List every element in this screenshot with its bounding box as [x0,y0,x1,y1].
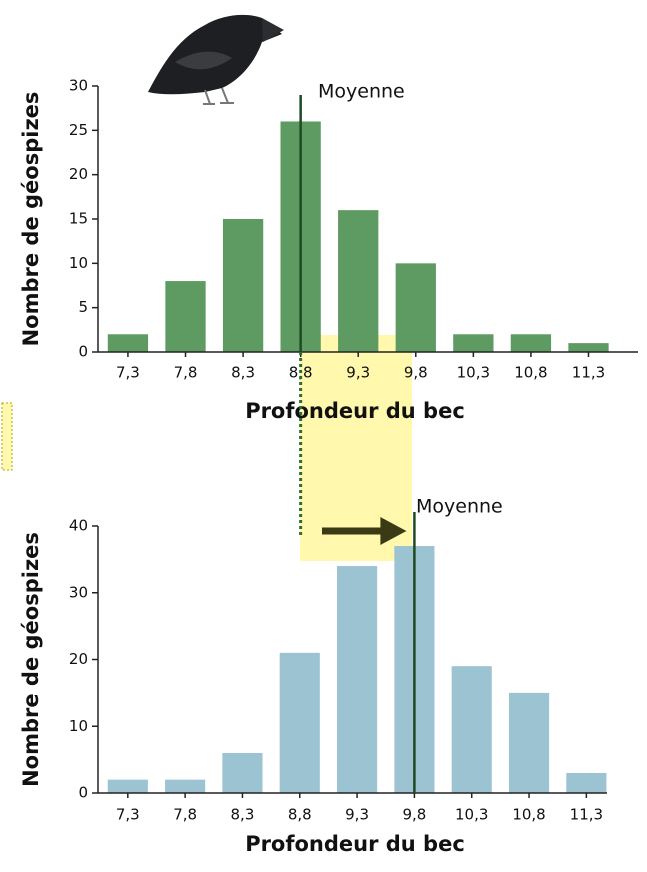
x-tick-label: 9,3 [345,806,369,824]
bar [279,652,320,793]
x-tick-label: 11,3 [570,806,603,824]
bar [222,219,264,352]
y-axis-title: Nombre de géospizes [19,532,43,787]
bar [510,334,552,352]
y-axis-title: Nombre de géospizes [19,92,43,347]
shift-arrow-head [380,517,407,545]
y-tick-label: 10 [69,254,88,272]
bar [337,566,378,793]
bar [165,281,206,352]
x-tick-label: 9,3 [346,364,370,382]
bar [395,263,436,352]
x-tick-label: 7,3 [116,364,140,382]
y-tick-label: 40 [69,517,88,535]
bar [508,692,550,793]
bar [453,334,494,352]
bar [566,772,607,793]
y-tick-label: 15 [69,210,88,228]
mean-label: Moyenne [416,496,503,518]
x-axis-title: Profondeur du bec [245,832,465,856]
side-marker [1,402,13,471]
y-tick-label: 25 [69,121,88,139]
x-tick-label: 9,8 [402,806,426,824]
y-tick-label: 30 [69,77,88,95]
y-tick-label: 30 [69,583,88,601]
bar [451,666,492,793]
bar [165,779,206,793]
y-tick-label: 10 [69,717,88,735]
bar [568,343,609,352]
x-axis-title: Profondeur du bec [245,399,465,423]
x-tick-label: 7,8 [174,364,198,382]
finch-illustration [148,14,284,105]
x-tick-label: 10,3 [457,364,490,382]
x-tick-label: 10,8 [512,806,545,824]
x-tick-label: 7,8 [173,806,197,824]
x-tick-label: 9,8 [404,364,428,382]
y-tick-label: 20 [69,165,88,183]
bar [222,752,263,793]
bar [338,210,379,352]
bar [107,779,148,793]
bar [107,334,149,352]
y-tick-label: 0 [78,343,88,361]
x-tick-label: 8,3 [231,364,255,382]
x-tick-label: 8,3 [231,806,255,824]
x-tick-label: 8,8 [288,806,312,824]
y-tick-label: 5 [78,298,88,316]
y-tick-label: 0 [78,784,88,802]
x-tick-label: 10,8 [514,364,547,382]
x-tick-label: 11,3 [572,364,605,382]
mean-label: Moyenne [318,81,405,103]
y-tick-label: 20 [69,650,88,668]
x-tick-label: 7,3 [116,806,140,824]
highlight-zone [300,335,412,561]
x-tick-label: 10,3 [455,806,488,824]
